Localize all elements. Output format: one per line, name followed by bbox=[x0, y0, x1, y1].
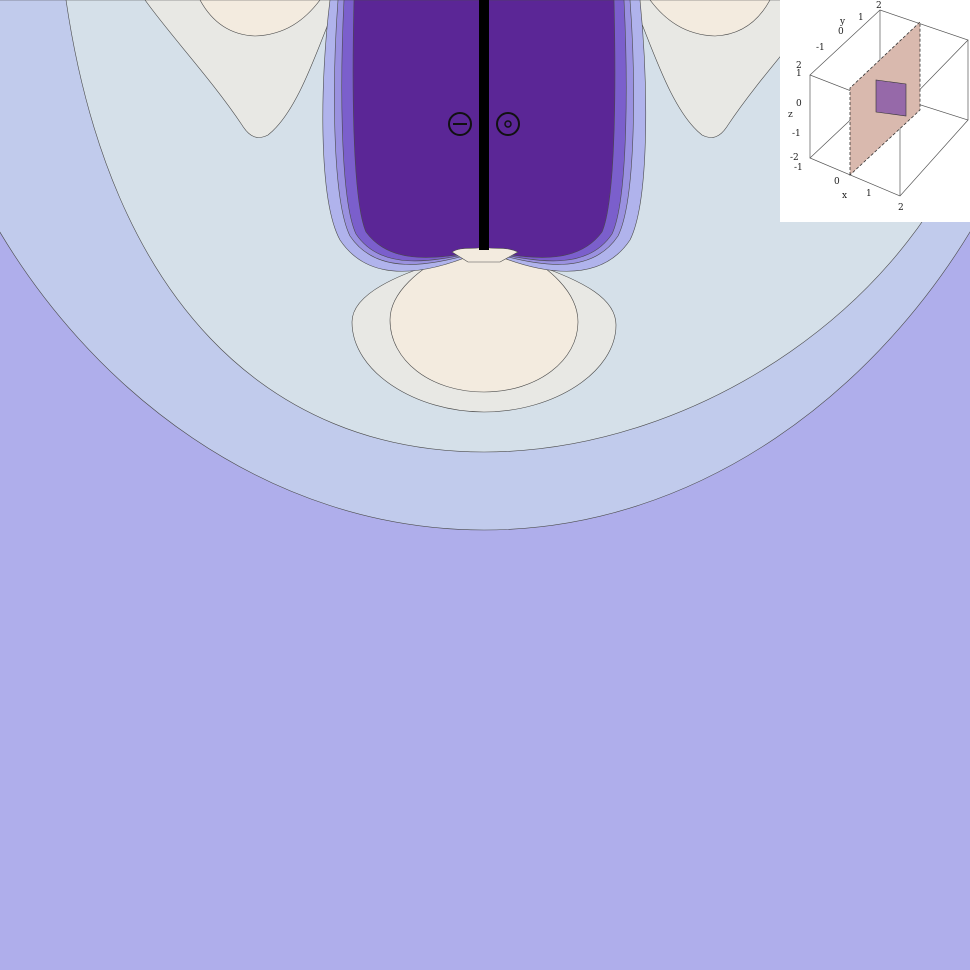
inset-y-tick-0: 0 bbox=[838, 27, 844, 37]
current-out-of-page-symbol bbox=[496, 112, 520, 136]
inset-3d-box: y 2 1 0 -1 2 1 0 z -1 -2 -1 0 x 1 2 bbox=[780, 0, 970, 222]
inset-y-tick-1: 1 bbox=[858, 13, 864, 23]
current-into-page-symbol bbox=[448, 112, 472, 136]
inset-y-label: y bbox=[839, 17, 846, 27]
inset-square bbox=[875, 79, 907, 117]
inset-z-tick-neg1: -1 bbox=[792, 129, 801, 139]
inset-x-tick-2: 2 bbox=[898, 203, 904, 213]
inset-x-label: x bbox=[842, 191, 847, 201]
inset-y-tick-2: 2 bbox=[876, 1, 882, 11]
conductor-strip bbox=[479, 0, 489, 250]
inset-z-tick-neg2: -2 bbox=[790, 153, 799, 163]
inset-z-tick-1: 1 bbox=[796, 69, 802, 79]
inset-x-tick-0: 0 bbox=[834, 177, 840, 187]
inset-y-tick-neg1: -1 bbox=[816, 43, 825, 53]
contour-level-3-left-lobe bbox=[144, 0, 339, 138]
inset-z-tick-2: 2 bbox=[796, 61, 802, 71]
inset-bottom-tick-neg1: -1 bbox=[794, 163, 803, 173]
contour-level-4-right-lobe bbox=[649, 0, 771, 37]
contour-level-4-left-lobe bbox=[199, 0, 321, 37]
inset-z-label: z bbox=[788, 110, 793, 120]
inset-x-tick-1: 1 bbox=[866, 189, 872, 199]
inset-z-tick-0: 0 bbox=[796, 99, 802, 109]
